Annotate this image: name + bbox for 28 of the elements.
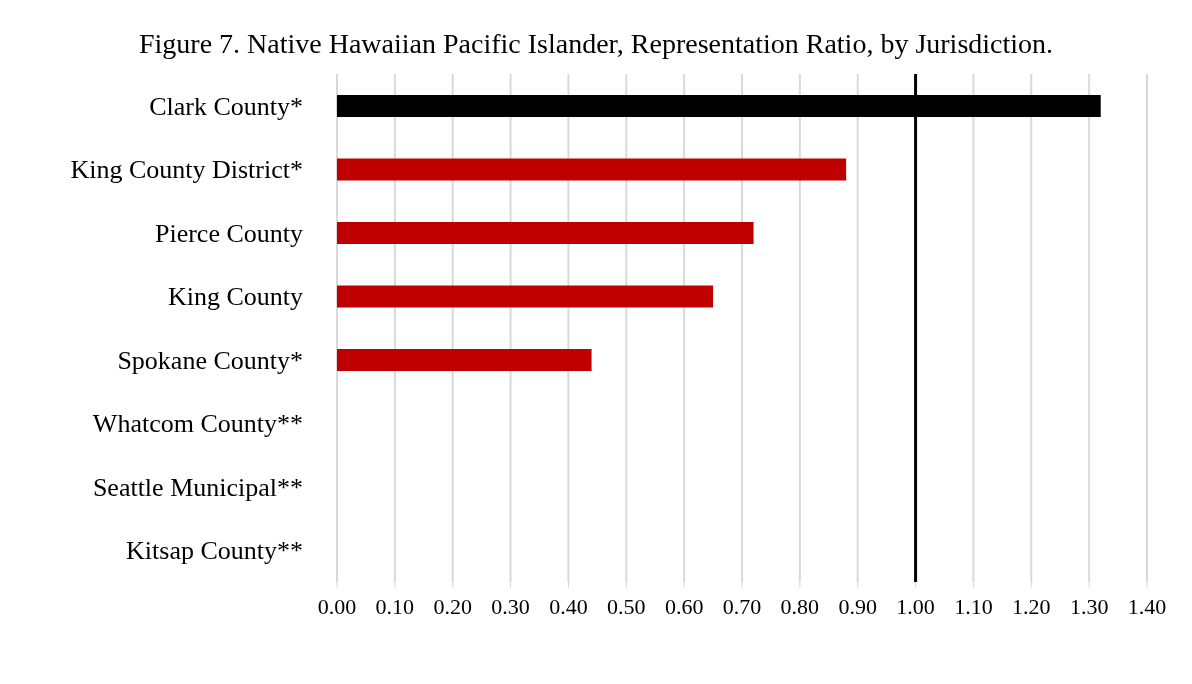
y-tick-label: King County District* (70, 155, 303, 185)
bar (337, 158, 847, 181)
x-tick-label: 0.50 (607, 593, 646, 619)
y-tick-label: Pierce County (154, 218, 303, 248)
x-tick-label: 1.30 (1069, 593, 1109, 619)
x-tick-label: 0.90 (838, 593, 877, 619)
x-tick-label: 0.30 (491, 593, 530, 619)
x-tick-label: 0.70 (722, 593, 762, 619)
x-tick-label: 0.40 (549, 593, 588, 619)
y-tick-label: King County (167, 282, 303, 312)
x-tick-label: 0.00 (317, 593, 357, 619)
x-tick-label: 0.10 (375, 593, 415, 619)
x-tick-label: 1.00 (896, 593, 935, 619)
x-tick-label: 0.80 (780, 593, 820, 619)
bar (337, 349, 592, 371)
y-tick-label: Clark County* (149, 91, 303, 121)
x-tick-label: 1.40 (1127, 593, 1167, 619)
x-tick-label: 1.10 (954, 593, 993, 619)
bar (337, 285, 714, 308)
y-tick-label: Seattle Municipal** (92, 472, 303, 502)
x-tick-label: 1.20 (1012, 593, 1051, 619)
y-tick-label: Whatcom County** (92, 409, 303, 439)
x-tick-label: 0.60 (664, 593, 704, 619)
y-tick-label: Kitsap County** (126, 536, 303, 566)
chart-title: Figure 7. Native Hawaiian Pacific Islander, Representation Ratio, by Jurisdiction. (137, 27, 1055, 61)
x-tick-label: 0.20 (433, 593, 472, 619)
bar (337, 222, 754, 244)
y-tick-label: Spokane County* (117, 345, 303, 375)
